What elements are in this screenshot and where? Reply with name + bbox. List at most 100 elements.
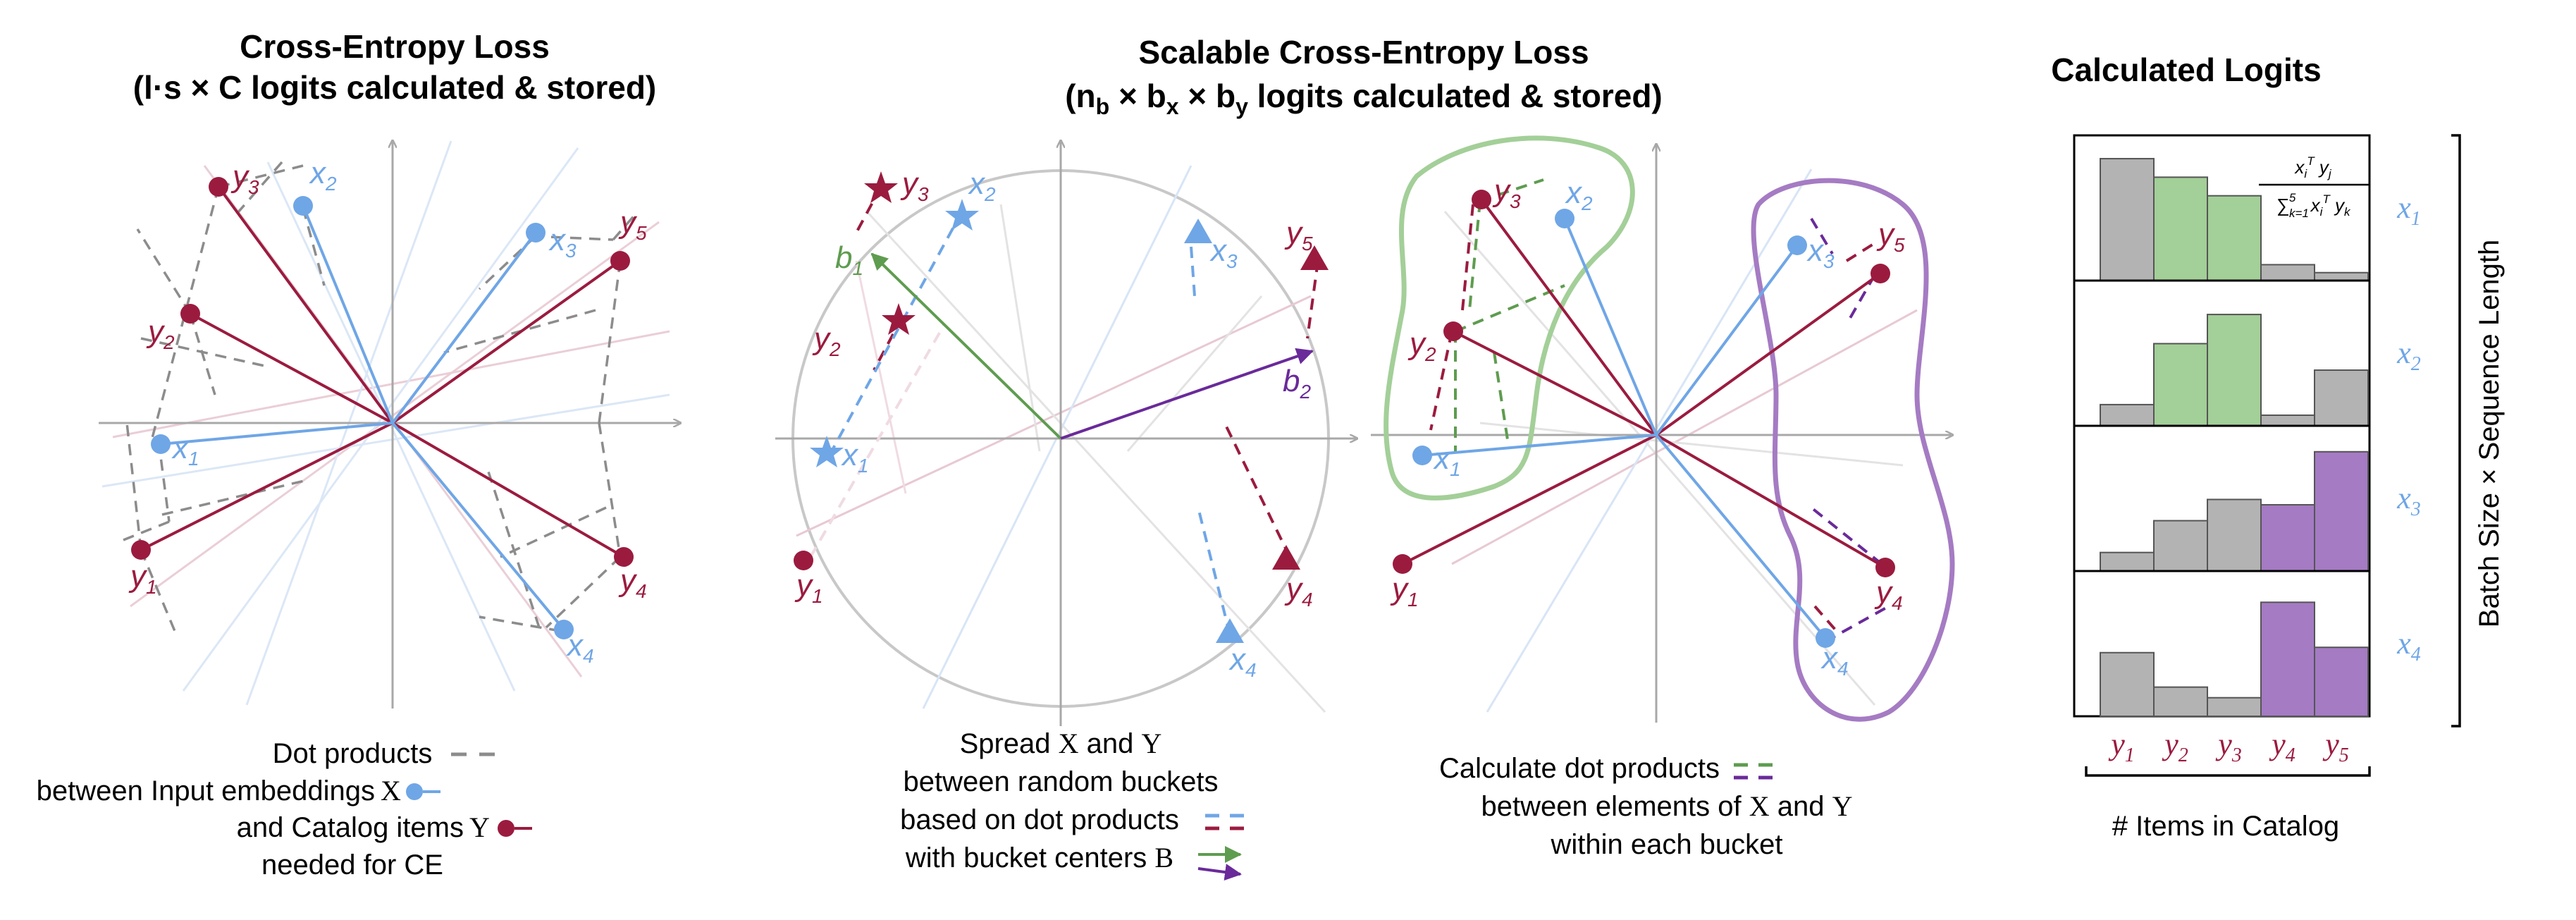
panel1-point-y2: [180, 304, 200, 324]
panel-calculated-logits: Calculated Logits x1 x2 x3 x4 y1 y2 y3 y4 y5 xiT…: [2051, 51, 2505, 842]
panel1-dot-product-lines: [116, 161, 639, 635]
logit-row-label: x1: [2396, 190, 2421, 230]
logit-bar: [2100, 403, 2155, 427]
panel2-label-x1: x1: [841, 438, 869, 477]
panel1-caption-line1: Dot products: [273, 738, 433, 769]
panel1-title-line2: (l·s × C logits calculated & stored): [133, 69, 657, 106]
panel3-label-x3: x3: [1806, 233, 1835, 272]
panel2-star-x2: [945, 199, 979, 231]
logit-row-label: x2: [2396, 336, 2421, 375]
logit-bar: [2314, 369, 2369, 427]
panel3-label-x4: x4: [1820, 641, 1849, 680]
logit-col-label: y2: [2162, 727, 2188, 766]
panel2-bucket-center-b1: [870, 252, 1062, 440]
panel2-caption-line3: based on dot products: [900, 804, 1179, 835]
panel1-title-line1: Cross-Entropy Loss: [240, 28, 550, 65]
panel3-caption-line2: between elements of X and Y: [1481, 790, 1853, 822]
logit-bar: [2100, 651, 2155, 718]
panel2-label-y5: y5: [1284, 216, 1313, 254]
panel3-label-x2: x2: [1565, 176, 1593, 214]
panel3-input-vectors: [1422, 218, 1827, 639]
logit-bar: [2100, 551, 2155, 572]
panel1-caption-Y: Y: [469, 811, 490, 843]
logit-bar: [2260, 601, 2315, 717]
panel4-ylabel: Batch Size × Sequence Length: [2474, 240, 2505, 627]
panel1-catalog-vectors: [140, 185, 625, 558]
panel2-label-x3: x3: [1209, 233, 1238, 272]
panel2-label-x2: x2: [968, 166, 996, 205]
panel3-label-y2: y2: [1407, 326, 1436, 365]
panel3-catalog-vectors: [1402, 198, 1887, 569]
panel2-star-y2: [882, 303, 916, 335]
logit-col-label: y3: [2215, 727, 2242, 766]
logit-bar: [2207, 498, 2262, 572]
panel1-point-y3: [209, 177, 228, 197]
logit-bar: [2153, 686, 2208, 718]
panel1-caption-X: X: [381, 775, 401, 806]
panel2-triangle-y4: [1272, 545, 1300, 570]
panel2-title-line1: Scalable Cross-Entropy Loss: [1138, 34, 1589, 70]
panel1-caption-line4: needed for CE: [261, 850, 443, 881]
panel3-point-x4: [1816, 628, 1835, 648]
panel-bucket-dot-products: y3 y2 y1 y5 y4 x2 x1 x3 x4 Calculate dot…: [1371, 135, 1955, 860]
panel1-caption-line2: between Input embeddings: [37, 775, 375, 806]
panel2-label-b2: b2: [1283, 364, 1311, 403]
logit-bar: [2100, 158, 2155, 281]
logit-bar: [2207, 195, 2262, 281]
panel3-caption: Calculate dot products between elements …: [1439, 753, 1853, 860]
panel2-label-y4: y4: [1284, 572, 1313, 611]
panel3-point-x2: [1555, 209, 1574, 228]
logit-bar: [2260, 264, 2315, 282]
panel-scalable-ce-buckets: Scalable Cross-Entropy Loss (nb × bx × b…: [775, 34, 1663, 881]
logit-row-label: x3: [2396, 481, 2421, 520]
panel2-caption-line2: between random buckets: [904, 766, 1219, 797]
panel2-bucket-center-b2: [1060, 348, 1314, 440]
panel2-label-b1: b1: [835, 240, 863, 279]
panel3-caption-line1: Calculate dot products: [1439, 753, 1720, 784]
panel1-label-y4: y4: [618, 563, 647, 602]
logit-row-label: x4: [2396, 626, 2421, 666]
panel1-point-y4: [614, 547, 634, 567]
logit-grid: x1 x2 x3 x4 y1 y2 y3 y4 y5: [2073, 134, 2421, 766]
panel1-point-x2: [293, 196, 313, 216]
panel4-xlabel: # Items in Catalog: [2112, 811, 2339, 842]
panel3-bucket2-outline: [1751, 178, 1955, 722]
panel1-point-x3: [526, 223, 546, 243]
panel-cross-entropy: Cross-Entropy Loss (l·s × C logits calcu…: [37, 28, 680, 881]
panel1-caption: Dot products between Input embeddings X …: [37, 738, 532, 881]
panel4-row-bracket: [2451, 134, 2461, 728]
panel1-label-y5: y5: [618, 205, 647, 244]
logit-col-label: y1: [2108, 727, 2135, 766]
panel1-faint-lines: [101, 140, 670, 706]
panel2-faint-lines: [796, 165, 1326, 713]
panel2-star-y3: [864, 171, 898, 203]
panel3-point-y1: [1393, 554, 1412, 574]
panel1-point-x1: [151, 434, 171, 454]
logit-bar: [2207, 697, 2262, 717]
panel1-caption-line3: and Catalog items: [237, 812, 464, 843]
panel3-point-x1: [1412, 446, 1432, 465]
svg-text:∑k=15 xiT yk: ∑k=15 xiT yk: [2276, 191, 2351, 220]
panel1-label-x2: x2: [309, 156, 337, 195]
panel3-point-y4: [1875, 558, 1895, 577]
panel3-label-y1: y1: [1390, 572, 1419, 611]
panel4-col-bracket: [2085, 766, 2371, 777]
logit-bar: [2260, 414, 2315, 427]
panel2-triangle-x4: [1216, 618, 1244, 643]
panel2-label-y2: y2: [812, 321, 841, 360]
panel2-caption-line4: with bucket centers B: [905, 842, 1173, 873]
panel1-point-x4: [554, 620, 574, 639]
panel1-label-x1: x1: [171, 431, 199, 470]
panel2-label-y3: y3: [900, 166, 929, 205]
panel1-label-y2: y2: [146, 314, 175, 353]
logit-col-label: y5: [2322, 727, 2349, 766]
panel2-label-x4: x4: [1228, 642, 1257, 681]
panel1-point-y5: [610, 251, 630, 271]
panel3-point-y5: [1871, 264, 1890, 283]
panel2-star-x1: [810, 436, 844, 467]
panel3-caption-line3: within each bucket: [1550, 829, 1782, 860]
logit-bar: [2314, 450, 2369, 572]
logit-bar: [2153, 176, 2208, 281]
panel1-point-y1: [131, 540, 151, 560]
panel1-label-y3: y3: [230, 159, 259, 198]
